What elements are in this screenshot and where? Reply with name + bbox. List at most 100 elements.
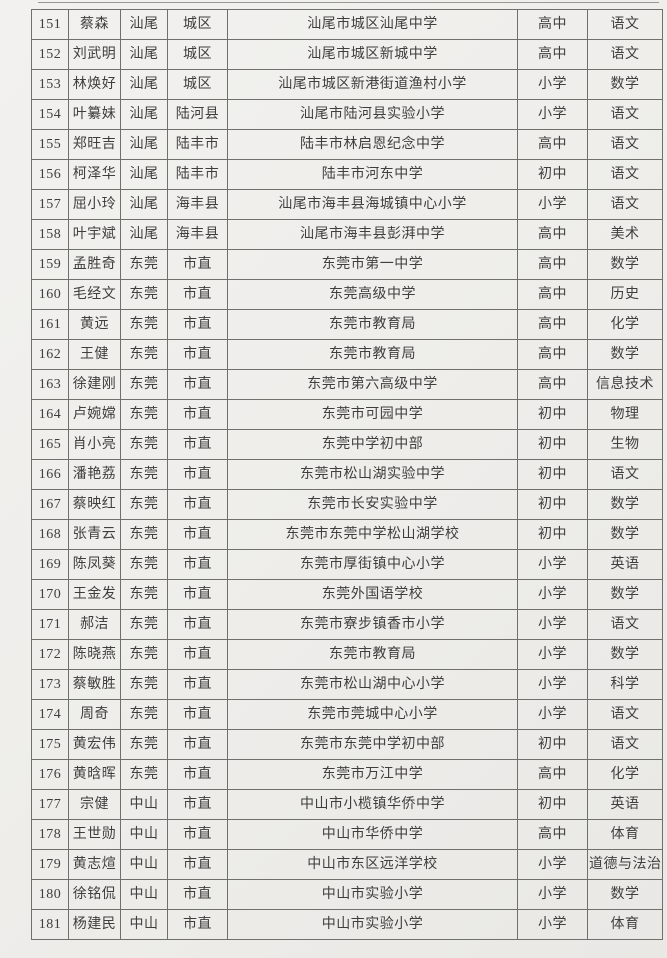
cell-subject: 语文 [587,39,663,70]
cell-district: 陆丰市 [167,129,228,160]
table-row: 154 叶纂妹 汕尾 陆河县 汕尾市陆河县实验小学 小学 语文 [31,99,663,130]
cell-subject: 数学 [587,339,663,370]
cell-school: 汕尾市城区新港街道渔村小学 [227,69,518,100]
cell-level: 高中 [517,759,588,790]
cell-row-number: 162 [31,339,69,370]
cell-city: 汕尾 [120,39,168,70]
cell-subject: 数学 [587,879,663,910]
cell-name: 屈小玲 [68,189,121,220]
cell-city: 东莞 [120,429,168,460]
cell-subject: 体育 [587,819,663,850]
cell-subject: 数学 [587,489,663,520]
cell-district: 市直 [167,579,228,610]
table-row: 151 蔡森 汕尾 城区 汕尾市城区汕尾中学 高中 语文 [31,9,663,40]
cell-level: 小学 [517,639,588,670]
cell-district: 市直 [167,339,228,370]
table-row: 160 毛经文 东莞 市直 东莞高级中学 高中 历史 [31,279,663,310]
cell-school: 陆丰市河东中学 [227,159,518,190]
cell-name: 宗健 [68,789,121,820]
cell-city: 东莞 [120,459,168,490]
cell-school: 陆丰市林启恩纪念中学 [227,129,518,160]
cell-row-number: 181 [31,909,69,940]
cell-level: 高中 [517,309,588,340]
cell-district: 海丰县 [167,189,228,220]
cell-level: 初中 [517,399,588,430]
cell-district: 市直 [167,669,228,700]
cell-row-number: 177 [31,789,69,820]
cell-level: 高中 [517,249,588,280]
cell-level: 高中 [517,9,588,40]
table-row: 180 徐铭侃 中山 市直 中山市实验小学 小学 数学 [31,879,663,910]
cell-city: 东莞 [120,729,168,760]
table-row: 177 宗健 中山 市直 中山市小榄镇华侨中学 初中 英语 [31,789,663,820]
cell-subject: 语文 [587,159,663,190]
cell-school: 东莞市万江中学 [227,759,518,790]
cell-level: 小学 [517,669,588,700]
cell-name: 蔡森 [68,9,121,40]
cell-name: 黄志煊 [68,849,121,880]
cell-district: 市直 [167,279,228,310]
cell-level: 高中 [517,129,588,160]
cell-row-number: 151 [31,9,69,40]
cell-subject: 化学 [587,759,663,790]
cell-level: 初中 [517,159,588,190]
cell-school: 中山市实验小学 [227,909,518,940]
table-row: 155 郑旺吉 汕尾 陆丰市 陆丰市林启恩纪念中学 高中 语文 [31,129,663,160]
cell-level: 小学 [517,579,588,610]
table-row: 161 黄远 东莞 市直 东莞市教育局 高中 化学 [31,309,663,340]
cell-subject: 英语 [587,549,663,580]
cell-row-number: 155 [31,129,69,160]
cell-district: 陆河县 [167,99,228,130]
cell-name: 黄晗晖 [68,759,121,790]
table-row: 162 王健 东莞 市直 东莞市教育局 高中 数学 [31,339,663,370]
cell-name: 陈凤葵 [68,549,121,580]
cell-level: 小学 [517,909,588,940]
cell-school: 汕尾市城区汕尾中学 [227,9,518,40]
table-row: 181 杨建民 中山 市直 中山市实验小学 小学 体育 [31,909,663,940]
cell-row-number: 158 [31,219,69,250]
cell-school: 东莞外国语学校 [227,579,518,610]
table-row: 167 蔡映红 东莞 市直 东莞市长安实验中学 初中 数学 [31,489,663,520]
cell-school: 东莞市寮步镇香市小学 [227,609,518,640]
cell-city: 中山 [120,819,168,850]
cell-district: 市直 [167,699,228,730]
cell-level: 高中 [517,369,588,400]
cell-name: 叶纂妹 [68,99,121,130]
cell-city: 中山 [120,789,168,820]
cell-subject: 语文 [587,729,663,760]
cell-city: 东莞 [120,609,168,640]
table-row: 169 陈凤葵 东莞 市直 东莞市厚街镇中心小学 小学 英语 [31,549,663,580]
cell-subject: 数学 [587,249,663,280]
cell-name: 卢婉嫦 [68,399,121,430]
cell-name: 刘武明 [68,39,121,70]
cell-name: 张青云 [68,519,121,550]
cell-name: 周奇 [68,699,121,730]
cell-level: 初中 [517,789,588,820]
table-row: 152 刘武明 汕尾 城区 汕尾市城区新城中学 高中 语文 [31,39,663,70]
cell-district: 城区 [167,39,228,70]
cell-city: 东莞 [120,579,168,610]
cell-row-number: 171 [31,609,69,640]
cell-level: 小学 [517,879,588,910]
cell-school: 东莞高级中学 [227,279,518,310]
cell-level: 小学 [517,849,588,880]
table-row: 156 柯泽华 汕尾 陆丰市 陆丰市河东中学 初中 语文 [31,159,663,190]
cell-name: 郑旺吉 [68,129,121,160]
cell-city: 汕尾 [120,189,168,220]
cell-subject: 体育 [587,909,663,940]
cell-district: 市直 [167,849,228,880]
cell-level: 小学 [517,549,588,580]
cell-school: 东莞市东莞中学初中部 [227,729,518,760]
cell-row-number: 175 [31,729,69,760]
table-row: 164 卢婉嫦 东莞 市直 东莞市可园中学 初中 物理 [31,399,663,430]
cell-school: 中山市实验小学 [227,879,518,910]
table-row: 175 黄宏伟 东莞 市直 东莞市东莞中学初中部 初中 语文 [31,729,663,760]
cell-subject: 生物 [587,429,663,460]
cell-row-number: 153 [31,69,69,100]
cell-school: 东莞市东莞中学松山湖学校 [227,519,518,550]
cell-district: 市直 [167,729,228,760]
cell-city: 汕尾 [120,9,168,40]
cell-district: 市直 [167,639,228,670]
table-row: 172 陈晓燕 东莞 市直 东莞市教育局 小学 数学 [31,639,663,670]
cell-row-number: 173 [31,669,69,700]
